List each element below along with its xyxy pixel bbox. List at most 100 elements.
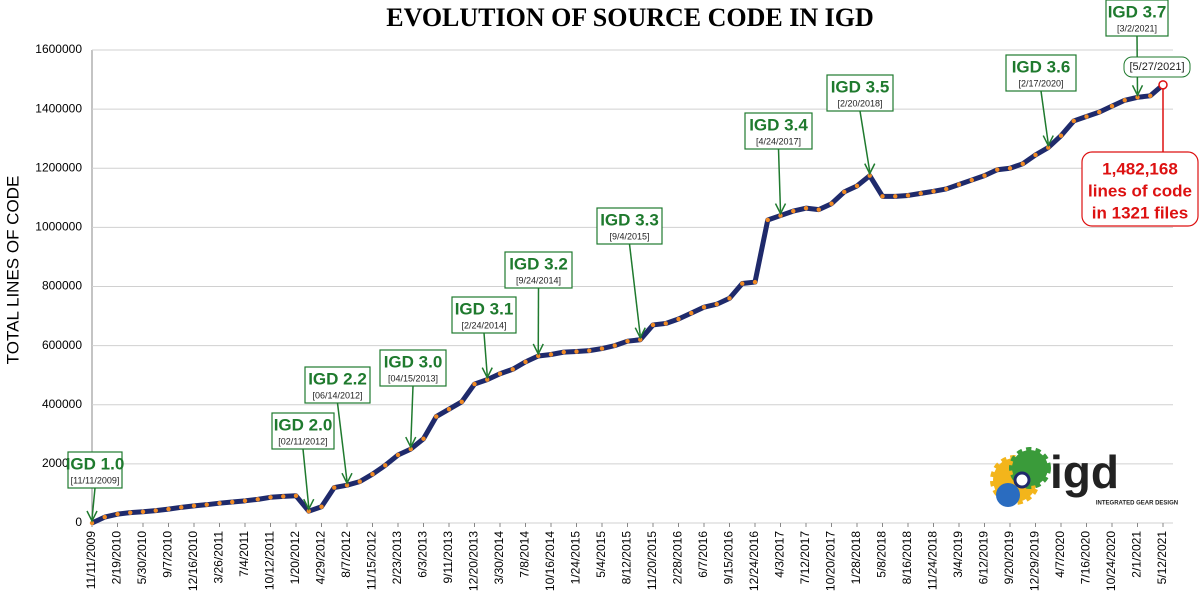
callout-arrowhead: [405, 436, 417, 449]
data-point: [332, 485, 337, 490]
data-point: [306, 508, 311, 514]
callout-box: [67, 451, 123, 489]
callout-arrowhead: [1042, 135, 1054, 148]
data-point: [701, 304, 707, 310]
release-callout: IGD 3.1 [2/24/2014]: [451, 296, 517, 380]
data-point: [803, 205, 809, 211]
x-tick-label: 5/12/2021: [1155, 531, 1169, 585]
data-point: [472, 381, 477, 387]
data-point: [956, 182, 962, 187]
x-tick-label: 7/12/2017: [798, 531, 812, 585]
data-point: [536, 353, 541, 359]
x-tick-label: 8/16/2018: [900, 531, 914, 585]
last-point: [1158, 80, 1168, 90]
data-point: [931, 189, 936, 194]
last-date: [5/27/2021]: [1129, 61, 1184, 73]
release-callout: IGD 3.4 [4/24/2017]: [744, 112, 813, 216]
data-point: [714, 302, 719, 307]
release-date: [06/14/2012]: [312, 390, 362, 400]
release-date: [2/17/2020]: [1018, 78, 1063, 88]
data-point: [625, 338, 630, 344]
release-callout: IGD 3.0 [04/15/2013]: [379, 349, 447, 449]
data-point: [357, 479, 362, 484]
data-point: [1122, 98, 1127, 103]
data-line: [90, 82, 1165, 526]
data-point: [523, 359, 528, 365]
data-point: [791, 208, 796, 214]
data-point: [242, 498, 248, 504]
x-tick-label: 2/23/2013: [390, 531, 404, 585]
callout-arrowhead: [532, 343, 544, 356]
callout-arrowhead: [864, 163, 876, 176]
data-point: [217, 500, 222, 506]
x-tick-label: 9/15/2016: [722, 531, 736, 585]
release-label: IGD 2.0: [274, 415, 333, 434]
callout-box: [596, 207, 663, 245]
callout-arrow: [410, 385, 414, 446]
callout-box: [304, 366, 371, 404]
x-tick-label: 5/8/2018: [875, 531, 889, 578]
data-point: [434, 414, 439, 419]
data-point: [650, 322, 656, 328]
data-point: [740, 281, 745, 286]
data-point: [561, 349, 566, 355]
data-point: [166, 506, 171, 512]
callout-arrowhead: [303, 498, 315, 511]
x-tick-label: 12/24/2016: [747, 531, 761, 591]
x-tick-label: 3/4/2019: [951, 531, 965, 578]
callout-arrowhead: [86, 510, 98, 523]
summary-box: [1081, 151, 1199, 227]
x-tick-label: 9/7/2010: [161, 531, 175, 578]
callout-arrowhead: [341, 472, 353, 485]
x-tick-label: 9/11/2013: [441, 531, 455, 584]
data-point: [778, 213, 783, 218]
callout-arrow: [91, 487, 96, 520]
logo-tagline: INTEGRATED GEAR DESIGN: [1096, 501, 1178, 507]
x-tick-label: 10/12/2011: [263, 531, 277, 590]
x-tick-label: 4/29/2012: [314, 531, 328, 585]
data-point: [1046, 145, 1051, 150]
data-point: [752, 279, 758, 285]
release-callout: IGD 2.0 [02/11/2012]: [271, 412, 335, 511]
data-point: [969, 177, 974, 183]
release-label: IGD 3.0: [384, 352, 443, 371]
data-point: [905, 193, 911, 198]
x-tick-label: 7/4/2011: [237, 531, 251, 577]
data-point: [140, 509, 146, 514]
callout-arrow: [1040, 90, 1049, 144]
x-tick-label: 2/19/2010: [110, 531, 124, 585]
x-tick-label: 9/20/2019: [1002, 531, 1016, 585]
data-point: [548, 352, 554, 357]
release-label: IGD 3.5: [831, 77, 890, 96]
data-point: [446, 406, 452, 412]
data-point: [1058, 133, 1064, 138]
data-point: [1007, 166, 1013, 171]
y-tick-label: 1200000: [35, 160, 82, 174]
release-label: IGD 2.2: [308, 369, 367, 388]
last-date-box: [1123, 56, 1191, 78]
callout-arrow: [859, 110, 871, 172]
callout-box: [1005, 54, 1077, 92]
x-tick-label: 4/7/2020: [1053, 531, 1067, 578]
x-tick-label: 8/12/2015: [620, 531, 634, 585]
data-point: [459, 399, 464, 404]
data-point: [867, 173, 872, 178]
data-point: [982, 173, 987, 178]
x-tick-label: 12/20/2013: [467, 531, 481, 591]
data-point: [408, 446, 413, 452]
data-point: [1033, 152, 1038, 158]
x-tick-label: 11/24/2018: [926, 531, 940, 590]
summary-text: in 1321 files: [1092, 203, 1188, 222]
data-point: [1071, 118, 1076, 124]
data-point: [1135, 95, 1140, 100]
x-tick-label: 11/15/2012: [365, 531, 379, 590]
callout-box: [271, 412, 335, 450]
data-point: [638, 337, 643, 342]
data-point: [497, 371, 503, 376]
release-callout: IGD 3.5 [2/20/2018]: [826, 74, 894, 176]
callout-arrow: [777, 148, 782, 212]
data-point: [1084, 114, 1089, 119]
data-point: [268, 495, 273, 500]
callout-box: [451, 296, 517, 334]
